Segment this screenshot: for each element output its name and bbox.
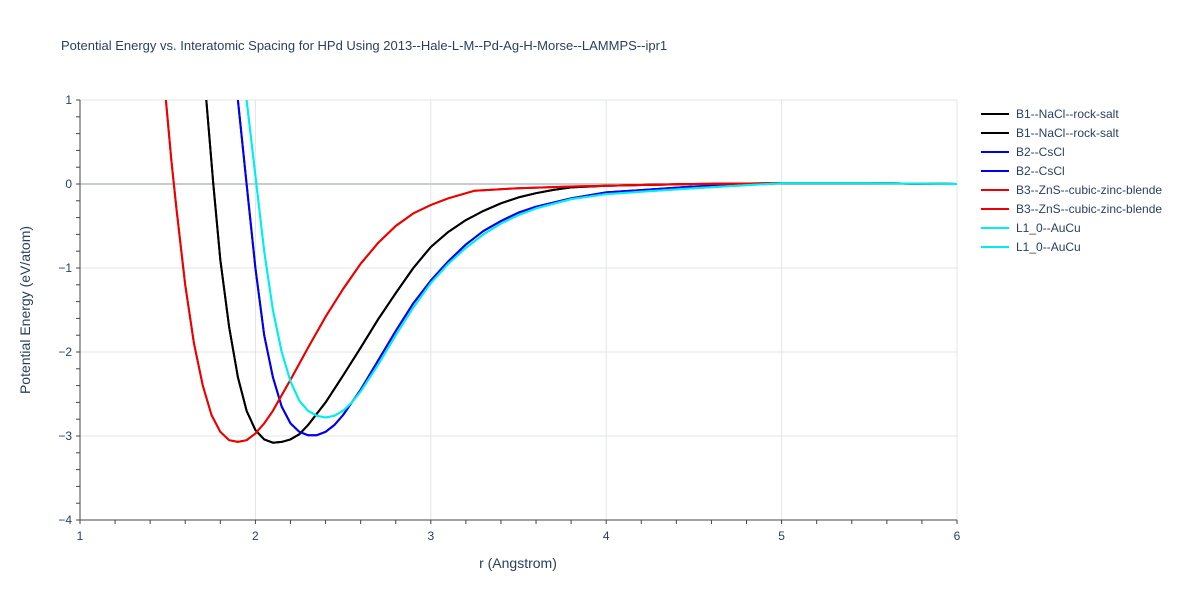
series-layer — [164, 100, 957, 444]
legend-item[interactable]: B3--ZnS--cubic-zinc-blende — [981, 183, 1162, 197]
x-tick-label: 6 — [954, 529, 961, 543]
tick-layer: 1 2 3 4 5 6 1 0 −1 −2 −3 −4 — [58, 93, 960, 543]
legend-item[interactable]: L1_0--AuCu — [981, 221, 1081, 235]
x-tick-label: 5 — [778, 529, 785, 543]
legend-label: L1_0--AuCu — [1016, 221, 1081, 235]
y-tick-label: 1 — [65, 93, 72, 107]
legend-item[interactable]: B1--NaCl--rock-salt — [981, 126, 1119, 140]
y-tick-label: −1 — [58, 261, 72, 275]
legend-label: B1--NaCl--rock-salt — [1016, 107, 1119, 121]
legend-item[interactable]: B2--CsCl — [981, 164, 1065, 178]
series-line-6[interactable] — [245, 100, 957, 419]
x-tick-label: 2 — [252, 529, 259, 543]
y-axis-label: Potential Energy (eV/atom) — [17, 226, 33, 394]
series-line-7[interactable] — [245, 100, 957, 419]
chart-title: Potential Energy vs. Interatomic Spacing… — [61, 38, 667, 53]
y-tick-label: 0 — [65, 177, 72, 191]
legend-label: B3--ZnS--cubic-zinc-blende — [1016, 202, 1162, 216]
y-tick-label: −4 — [58, 513, 72, 527]
grid-layer — [80, 99, 958, 520]
legend: B1--NaCl--rock-salt B1--NaCl--rock-salt B2… — [981, 107, 1162, 254]
legend-label: L1_0--AuCu — [1016, 240, 1081, 254]
x-tick-label: 4 — [603, 529, 610, 543]
y-tick-label: −3 — [58, 429, 72, 443]
y-tick-label: −2 — [58, 345, 72, 359]
legend-item[interactable]: B1--NaCl--rock-salt — [981, 107, 1119, 121]
legend-label: B2--CsCl — [1016, 164, 1065, 178]
x-tick-label: 3 — [427, 529, 434, 543]
legend-item[interactable]: B3--ZnS--cubic-zinc-blende — [981, 202, 1162, 216]
x-tick-label: 1 — [77, 529, 84, 543]
legend-item[interactable]: L1_0--AuCu — [981, 240, 1081, 254]
x-axis-label: r (Angstrom) — [479, 555, 557, 571]
legend-label: B1--NaCl--rock-salt — [1016, 126, 1119, 140]
legend-label: B2--CsCl — [1016, 145, 1065, 159]
series-line-1[interactable] — [205, 100, 957, 444]
legend-item[interactable]: B2--CsCl — [981, 145, 1065, 159]
legend-label: B3--ZnS--cubic-zinc-blende — [1016, 183, 1162, 197]
series-line-5[interactable] — [164, 100, 957, 443]
series-line-0[interactable] — [205, 100, 957, 444]
